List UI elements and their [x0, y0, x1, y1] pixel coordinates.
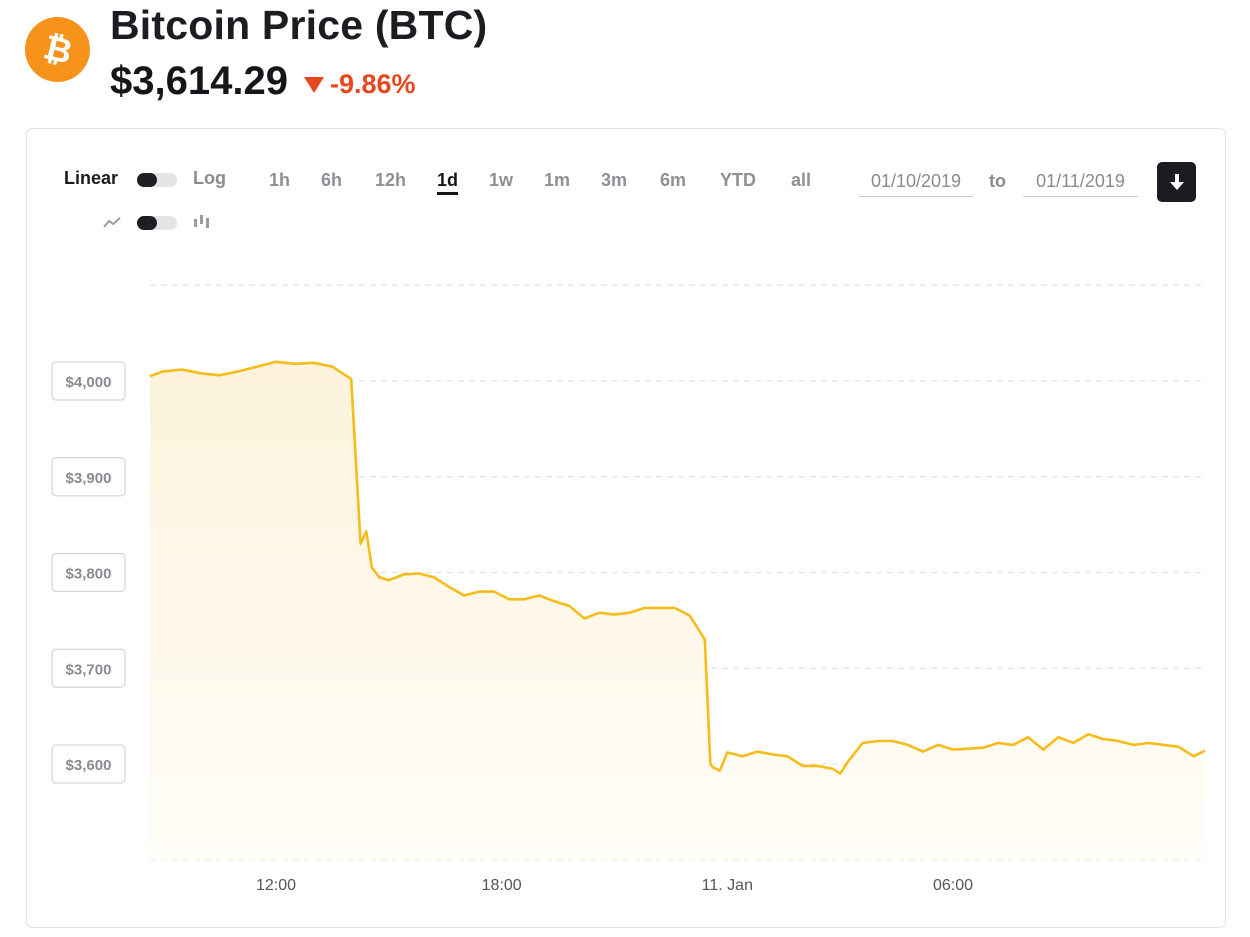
y-tick-label: $3,800: [66, 566, 112, 583]
title-text: Bitcoin Price: [110, 2, 364, 48]
range-3m[interactable]: 3m: [601, 170, 628, 190]
y-tick-box: [51, 552, 126, 593]
price-row: $3,614.29 -9.86%: [110, 59, 416, 104]
price-change-value: -9.86%: [329, 69, 416, 99]
x-tick-label: 12:00: [256, 877, 296, 894]
candlestick-icon[interactable]: [192, 213, 212, 231]
bitcoin-icon: ₿: [39, 30, 75, 70]
date-to-input[interactable]: 01/11/2019: [1023, 171, 1138, 197]
scale-toggle-knob: [137, 173, 157, 187]
price-change: -9.86%: [303, 69, 416, 100]
date-to-label: to: [989, 171, 1006, 191]
download-arrow-icon: [1169, 174, 1184, 190]
x-tick-label: 11. Jan: [702, 877, 753, 894]
y-axis: $3,600 $3,700 $3,800 $3,900 $4,000: [51, 361, 126, 784]
range-1h[interactable]: 1h: [269, 170, 291, 190]
y-tick: $3,600: [51, 744, 126, 784]
chart-type-toggle[interactable]: [137, 216, 177, 230]
range-ytd[interactable]: YTD: [720, 170, 756, 190]
line-chart-icon[interactable]: [103, 217, 121, 229]
y-tick-label: $4,000: [66, 374, 112, 391]
range-12h[interactable]: 12h: [375, 170, 407, 190]
range-1m[interactable]: 1m: [544, 170, 571, 190]
current-price: $3,614.29: [110, 59, 288, 103]
y-tick: $3,800: [51, 552, 126, 593]
y-tick-box: [51, 361, 126, 401]
y-tick-box: [51, 457, 126, 497]
y-tick-box: [51, 648, 126, 688]
y-tick-box: [51, 744, 126, 784]
download-button[interactable]: [1157, 162, 1196, 202]
price-series: [149, 360, 1206, 860]
scale-linear-label[interactable]: Linear: [64, 168, 119, 188]
down-triangle-icon: [303, 76, 324, 93]
range-1d[interactable]: 1d: [437, 170, 459, 195]
page-title: Bitcoin Price (BTC): [110, 2, 487, 49]
range-all[interactable]: all: [791, 170, 812, 190]
ticker-text: (BTC): [374, 2, 488, 48]
price-line: [149, 360, 1206, 775]
range-6m[interactable]: 6m: [660, 170, 687, 190]
y-tick: $3,900: [51, 457, 126, 497]
chart-type-toggle-knob: [137, 216, 157, 230]
range-6h[interactable]: 6h: [321, 170, 343, 190]
y-tick: $3,700: [51, 648, 126, 688]
x-tick-label: 18:00: [482, 877, 522, 894]
range-1w[interactable]: 1w: [489, 170, 514, 190]
date-from-input[interactable]: 01/10/2019: [859, 171, 973, 197]
chart-card: Linear Log 1h 6h 12h 1d 1w 1m 3m 6m YTD …: [26, 128, 1226, 928]
y-tick-label: $3,600: [66, 757, 112, 774]
scale-toggle[interactable]: [137, 173, 177, 187]
y-tick: $4,000: [51, 361, 126, 401]
x-axis: 12:00 18:00 11. Jan 06:00: [256, 877, 973, 894]
x-tick-label: 06:00: [933, 877, 973, 894]
y-tick-label: $3,900: [66, 470, 112, 487]
scale-log-label[interactable]: Log: [193, 168, 226, 188]
y-tick-label: $3,700: [66, 661, 112, 678]
bitcoin-logo: ₿: [25, 17, 90, 82]
